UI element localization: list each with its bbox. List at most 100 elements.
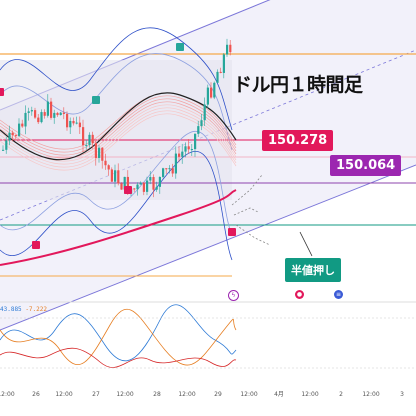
candle-body-12 [37, 117, 40, 123]
x-tick-label-2: 26 [32, 391, 40, 398]
candle-body-4 [11, 132, 14, 136]
candle-body-39 [123, 176, 126, 190]
indicator-values: 43.885 -7.222 [0, 306, 47, 313]
candle-body-17 [53, 112, 56, 118]
candle-body-33 [104, 160, 107, 166]
candle-body-37 [117, 170, 120, 184]
candle-body-64 [203, 104, 206, 121]
ma-ribbon-4 [0, 101, 237, 159]
candle-body-13 [40, 112, 43, 123]
ma-ribbon-6 [0, 107, 237, 165]
band-line-1 [0, 27, 233, 131]
candle-body-3 [8, 132, 11, 141]
candle-body-65 [206, 87, 209, 105]
marker-trough-3 [228, 228, 236, 236]
candle-body-23 [72, 120, 75, 124]
candle-body-26 [82, 127, 85, 146]
candle-body-8 [24, 112, 27, 127]
candle-body-35 [110, 169, 113, 182]
x-tick-label-3: 12:00 [55, 391, 72, 398]
x-tick-label-8: 29 [214, 391, 222, 398]
x-tick-label-6: 28 [153, 391, 161, 398]
candle-body-48 [152, 177, 155, 190]
x-tick-label-9: 12:00 [240, 391, 257, 398]
ma-line-black [0, 92, 237, 161]
candle-body-72 [229, 44, 232, 53]
candle-body-1 [2, 149, 5, 151]
candle-body-62 [197, 126, 200, 134]
ma-ribbon-1 [0, 92, 237, 150]
annotation-hanne-oshi: 半値押し [285, 258, 341, 282]
candle-body-47 [149, 177, 152, 181]
marker-peak-2 [92, 96, 100, 104]
indicator-value-2: -7.222 [25, 306, 47, 313]
lightning-icon: ϟ [228, 290, 239, 301]
ma-ribbon-8 [0, 113, 237, 171]
candle-body-58 [184, 146, 187, 152]
x-tick-label-12: 2 [339, 391, 343, 398]
candle-body-66 [210, 87, 213, 98]
x-tick-label-5: 12:00 [116, 391, 133, 398]
candle-body-31 [98, 147, 101, 158]
projection-path-mid [233, 207, 259, 216]
candle-body-44 [139, 182, 142, 185]
candle-body-68 [216, 71, 219, 83]
price-label-150-278: 150.278 [262, 130, 334, 151]
marker-left [0, 88, 4, 96]
annotation-pointer [299, 231, 313, 257]
candle-body-45 [142, 182, 145, 192]
candle-body-71 [226, 44, 229, 55]
marker-trough-1 [124, 186, 132, 194]
candle-body-6 [18, 123, 21, 136]
projection-path-up [231, 174, 263, 206]
indicator-value-1: 43.885 [0, 306, 22, 313]
candle-body-5 [14, 135, 17, 137]
candle-body-67 [213, 82, 216, 98]
candle-body-53 [168, 168, 171, 170]
candle-body-15 [46, 101, 49, 116]
candle-body-52 [165, 168, 168, 170]
candle-body-50 [158, 176, 161, 187]
ma-ribbon-7 [0, 110, 237, 168]
candle-body-19 [59, 112, 62, 116]
candle-body-36 [114, 170, 117, 182]
ma-ribbon-3 [0, 98, 237, 156]
candle-body-46 [146, 180, 149, 192]
x-tick-label-7: 12:00 [178, 391, 195, 398]
candle-body-43 [136, 184, 139, 190]
ma-ribbon-2 [0, 95, 237, 153]
candle-body-63 [200, 120, 203, 127]
candle-body-70 [222, 54, 225, 73]
candle-body-14 [43, 112, 46, 116]
candle-body-49 [155, 186, 158, 190]
candle-body-9 [27, 111, 30, 113]
price-label-150-064: 150.064 [330, 155, 402, 176]
x-tick-label-1: 12:00 [0, 391, 15, 398]
candle-body-59 [187, 146, 190, 150]
x-tick-label-4: 27 [92, 391, 100, 398]
candle-body-16 [50, 101, 53, 118]
candle-body-69 [219, 71, 222, 73]
x-tick-label-11: 12:00 [301, 391, 318, 398]
candle-body-38 [120, 183, 123, 190]
candle-body-22 [69, 120, 72, 128]
candle-body-18 [56, 112, 59, 116]
candle-body-32 [101, 147, 104, 161]
oscillator-red [0, 347, 237, 368]
candle-body-30 [94, 143, 97, 158]
candle-body-2 [5, 140, 8, 150]
candle-body-56 [178, 153, 181, 157]
marker-peak-1 [176, 43, 184, 51]
us-flag-icon: ≡ [334, 290, 343, 299]
candle-body-29 [91, 134, 94, 144]
candle-body-7 [21, 123, 24, 127]
x-tick-label-13: 12:00 [362, 391, 379, 398]
x-tick-label-10: 4月 [274, 391, 284, 398]
candle-body-10 [30, 110, 33, 112]
oscillator-orange [0, 309, 237, 366]
candle-body-24 [75, 122, 78, 124]
band-line-2 [0, 151, 233, 261]
candle-body-21 [66, 113, 69, 128]
candle-body-34 [107, 165, 110, 170]
